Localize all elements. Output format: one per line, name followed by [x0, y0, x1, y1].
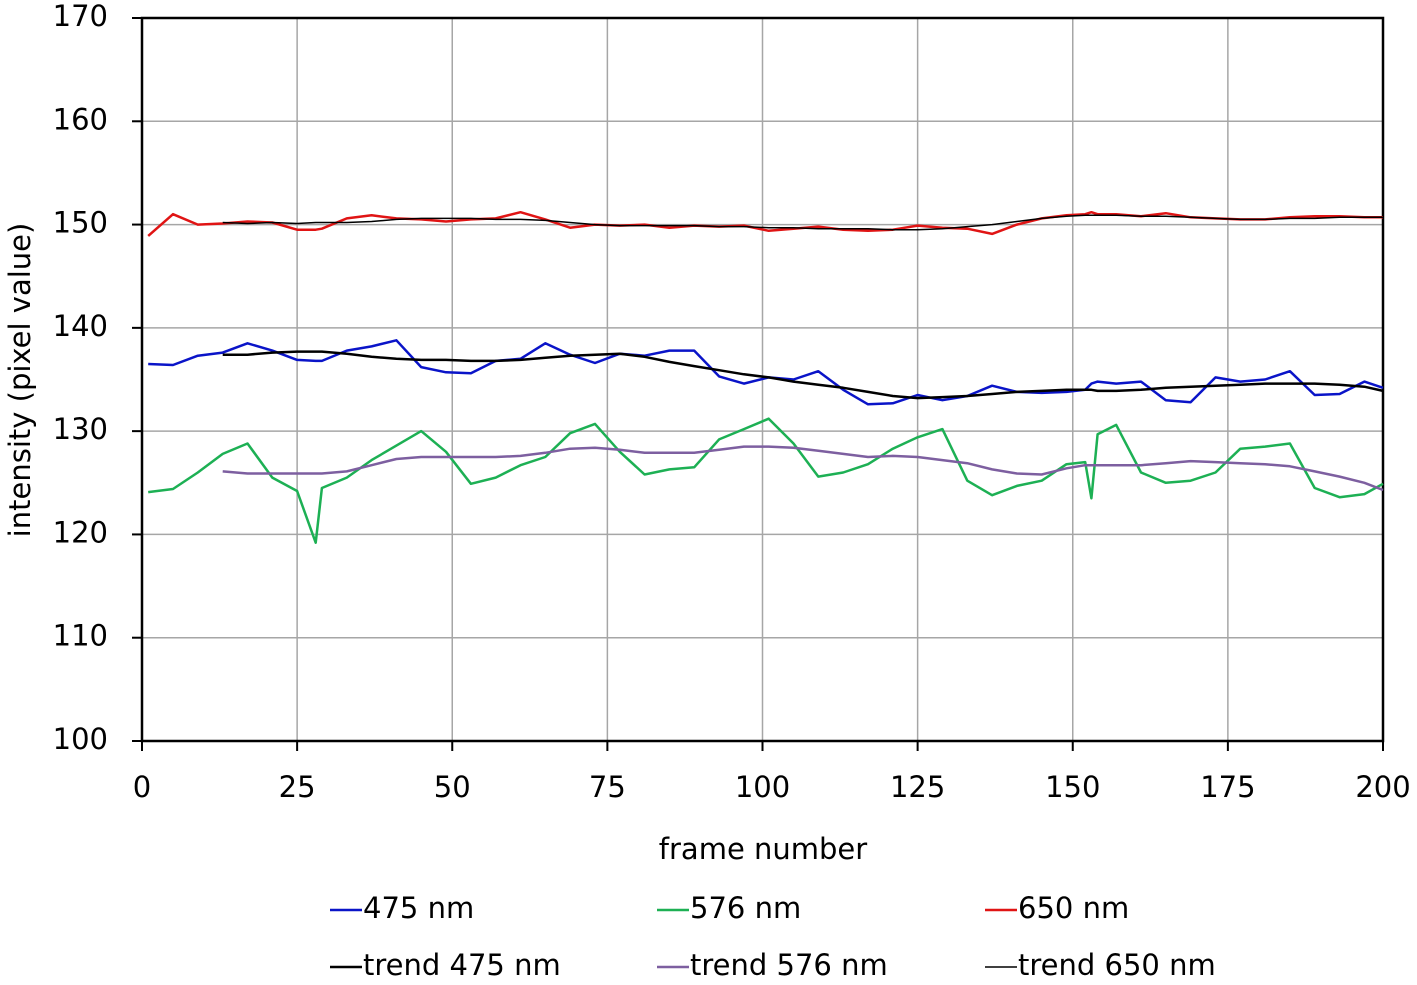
x-tick-label: 100 — [735, 770, 790, 804]
legend-label: trend 650 nm — [1018, 948, 1216, 982]
x-tick-label: 200 — [1355, 770, 1410, 804]
x-tick-label: 150 — [1045, 770, 1100, 804]
plot-border — [140, 16, 1385, 743]
line-series — [222, 214, 1383, 231]
x-tick-label: 25 — [279, 770, 316, 804]
x-tick-label: 50 — [434, 770, 471, 804]
y-tick-label: 110 — [53, 619, 108, 653]
x-tick-label: 75 — [589, 770, 626, 804]
legend-label: 576 nm — [690, 891, 801, 925]
y-tick-label: 160 — [53, 102, 108, 136]
x-tick-label: 175 — [1200, 770, 1255, 804]
legend-label: trend 475 nm — [363, 948, 561, 982]
legend-label: 475 nm — [363, 891, 474, 925]
y-tick-label: 150 — [53, 206, 108, 240]
y-tick-label: 130 — [53, 412, 108, 446]
y-tick-label: 100 — [53, 722, 108, 756]
line-series — [148, 339, 1384, 406]
y-tick-label: 140 — [53, 309, 108, 343]
line-series — [147, 210, 1383, 237]
x-tick-label: 125 — [890, 770, 945, 804]
legend-label: trend 576 nm — [690, 948, 888, 982]
y-tick-label: 170 — [53, 0, 108, 33]
line-series — [222, 350, 1384, 400]
x-tick-label: 0 — [133, 770, 151, 804]
x-axis-title: frame number — [659, 832, 867, 866]
line-series — [222, 445, 1384, 492]
y-tick-label: 120 — [53, 515, 108, 549]
legend-label: 650 nm — [1018, 891, 1129, 925]
line-series — [148, 417, 1384, 544]
y-axis-title: intensity (pixel value) — [3, 223, 37, 538]
